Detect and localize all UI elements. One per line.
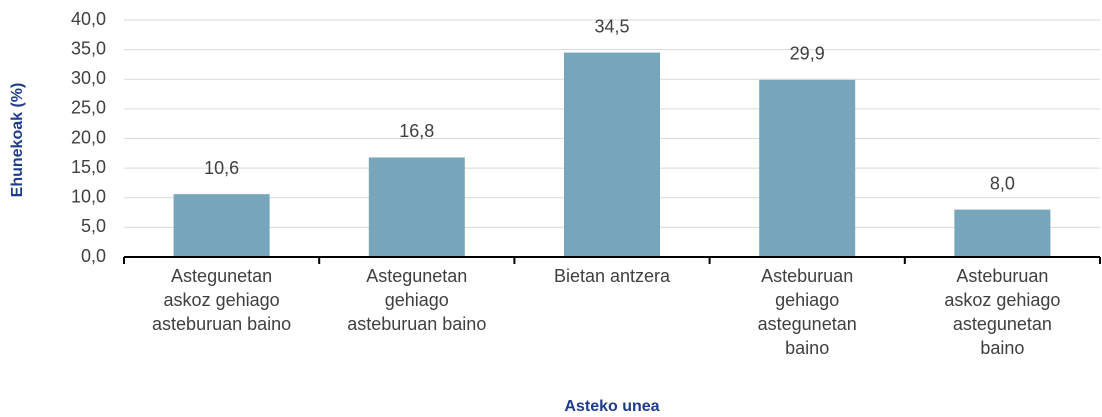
y-tick-label: 25,0 <box>71 98 106 118</box>
data-label: 8,0 <box>990 173 1015 193</box>
bar <box>368 157 465 257</box>
y-tick-label: 40,0 <box>71 9 106 29</box>
x-tick-label: Astegunetan askoz gehiago asteburuan bai… <box>152 266 292 334</box>
data-label: 34,5 <box>594 16 629 36</box>
bar <box>173 194 270 257</box>
y-tick-label: 35,0 <box>71 38 106 58</box>
x-tick-label: Asteburuan askoz gehiago astegunetan bai… <box>944 266 1061 358</box>
y-tick-label: 0,0 <box>81 246 106 266</box>
bar <box>564 52 660 258</box>
y-tick-label: 20,0 <box>71 127 106 147</box>
data-label: 29,9 <box>790 44 825 64</box>
y-tick-label: 10,0 <box>71 187 106 207</box>
x-tick-label: Asteburuan gehiago astegunetan baino <box>757 266 857 358</box>
data-label: 10,6 <box>204 158 239 178</box>
data-label: 16,8 <box>399 121 434 141</box>
y-tick-label: 30,0 <box>71 68 106 88</box>
y-axis-title: Ehunekoak (%) <box>9 83 26 198</box>
x-axis-title: Asteko unea <box>564 398 659 415</box>
y-tick-label: 15,0 <box>71 157 106 177</box>
y-tick-label: 5,0 <box>81 216 106 236</box>
bar <box>759 79 856 257</box>
bar <box>954 209 1051 257</box>
x-tick-label: Astegunetan gehiago asteburuan baino <box>347 266 487 334</box>
x-tick-label: Bietan antzera <box>553 266 671 286</box>
